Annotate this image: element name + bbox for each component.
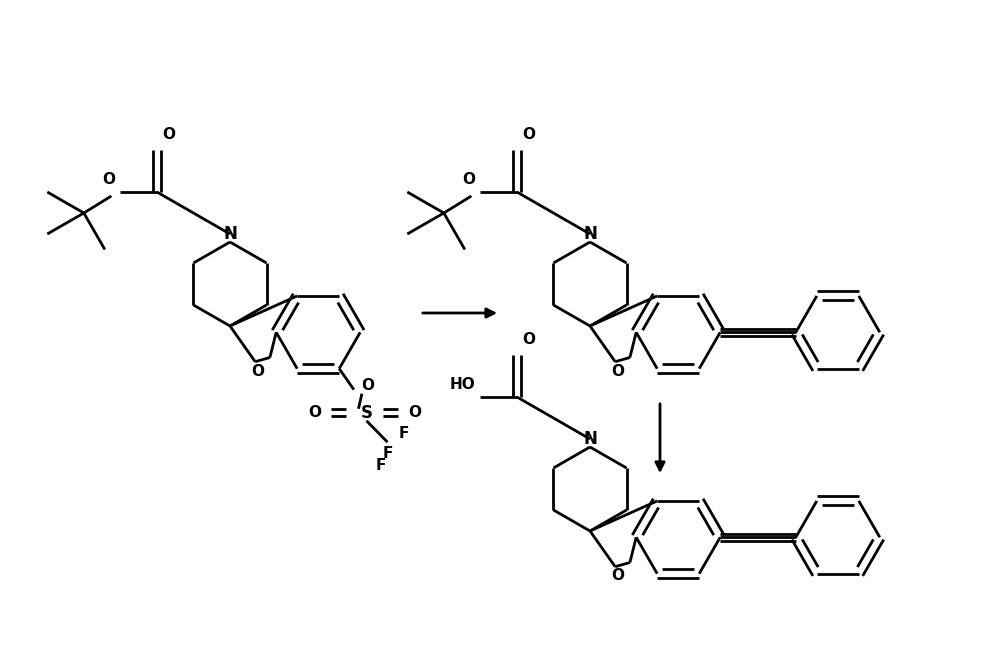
- Text: O: O: [408, 405, 421, 420]
- Text: O: O: [611, 364, 624, 378]
- Text: N: N: [583, 430, 597, 448]
- Text: O: O: [102, 172, 115, 187]
- Text: N: N: [223, 225, 237, 243]
- Text: O: O: [362, 378, 375, 393]
- Text: N: N: [583, 225, 597, 243]
- Text: F: F: [383, 446, 393, 461]
- Text: O: O: [308, 405, 321, 420]
- Text: O: O: [251, 364, 264, 378]
- Text: O: O: [611, 568, 624, 584]
- Text: O: O: [521, 127, 534, 142]
- Text: O: O: [521, 332, 534, 347]
- Text: HO: HO: [450, 377, 476, 392]
- Text: S: S: [361, 404, 373, 422]
- Text: O: O: [463, 172, 476, 187]
- Text: F: F: [400, 426, 410, 442]
- Text: F: F: [376, 458, 387, 473]
- Text: O: O: [162, 127, 175, 142]
